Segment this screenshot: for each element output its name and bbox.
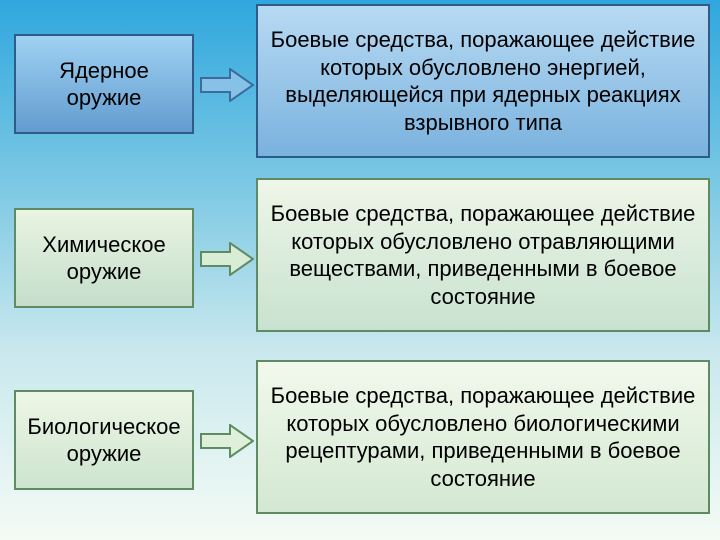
definition-box-nuclear: Боевые средства, поражающее действие кот… (256, 4, 710, 158)
definition-text-nuclear: Боевые средства, поражающее действие кот… (266, 26, 700, 136)
definition-text-chemical: Боевые средства, поражающее действие кот… (266, 200, 700, 310)
label-text-chemical: Химическое оружие (42, 231, 165, 286)
definition-box-chemical: Боевые средства, поражающее действие кот… (256, 178, 710, 332)
label-box-nuclear: Ядерное оружие (14, 34, 194, 134)
definition-box-biological: Боевые средства, поражающее действие кот… (256, 360, 710, 514)
label-text-nuclear: Ядерное оружие (59, 57, 149, 112)
arrow-biological (200, 424, 254, 458)
definition-text-biological: Боевые средства, поражающее действие кот… (266, 382, 700, 492)
label-box-biological: Биологическое оружие (14, 390, 194, 490)
arrow-nuclear (200, 68, 254, 102)
arrow-chemical (200, 242, 254, 276)
label-box-chemical: Химическое оружие (14, 208, 194, 308)
label-text-biological: Биологическое оружие (27, 413, 180, 468)
diagram-stage: Ядерное оружие Боевые средства, поражающ… (0, 0, 720, 540)
